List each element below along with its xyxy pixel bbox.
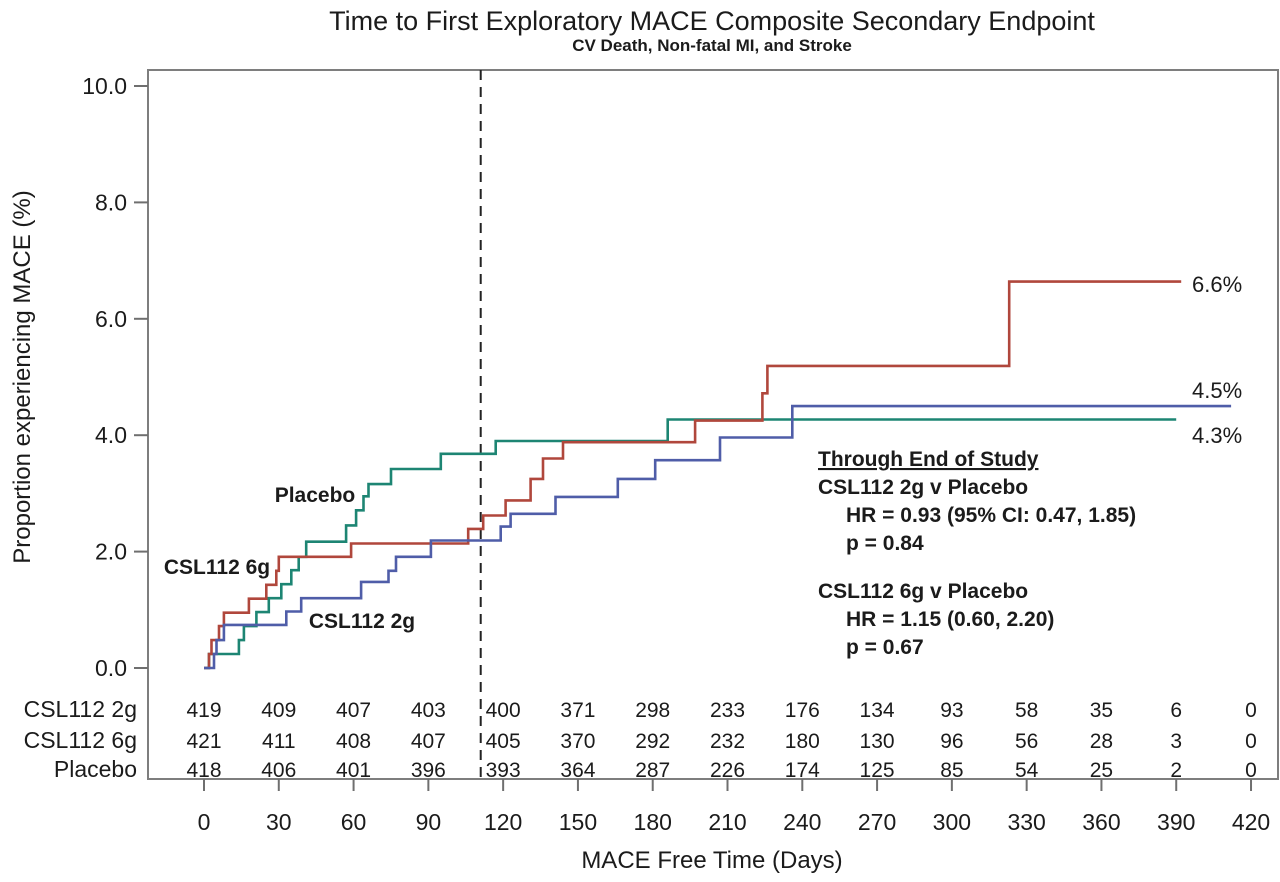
risk-count: 0 [1245, 730, 1257, 753]
y-tick-label: 6.0 [95, 306, 127, 332]
risk-count: 401 [336, 759, 371, 782]
risk-count: 85 [940, 759, 963, 782]
risk-count: 3 [1170, 730, 1182, 753]
risk-row-label: CSL112 2g [24, 696, 137, 722]
end-label-csl112-2g: 4.5% [1192, 378, 1242, 403]
series-line-csl112-2g [204, 404, 1232, 670]
y-axis-ticks: 0.0 2.0 4.0 6.0 8.0 10.0 [82, 73, 148, 681]
risk-count: 364 [560, 759, 595, 782]
curve-label-csl112-6g: CSL112 6g [164, 556, 270, 579]
chart-subtitle: CV Death, Non-fatal MI, and Stroke [572, 36, 852, 55]
x-tick-label: 0 [198, 809, 211, 835]
x-tick-label: 150 [559, 809, 597, 835]
x-tick-label: 300 [933, 809, 971, 835]
y-tick-label: 8.0 [95, 189, 127, 215]
risk-count: 96 [940, 730, 963, 753]
annotation-2g-v-placebo: CSL112 2g v Placebo [818, 476, 1028, 499]
curve-label-placebo: Placebo [275, 484, 356, 507]
risk-count: 125 [860, 759, 895, 782]
annotation-6g-pvalue: p = 0.67 [846, 636, 924, 659]
x-tick-label: 180 [634, 809, 672, 835]
risk-count: 419 [186, 699, 221, 722]
number-at-risk-table: CSL112 2g 419 409 407 403 400 371 298 233 176 134 9… [24, 696, 1257, 782]
x-tick-label: 240 [783, 809, 821, 835]
risk-count: 406 [261, 759, 296, 782]
risk-count: 298 [635, 699, 670, 722]
risk-count: 58 [1015, 699, 1038, 722]
annotation-2g-pvalue: p = 0.84 [846, 532, 924, 555]
risk-count: 418 [186, 759, 221, 782]
risk-count: 411 [262, 730, 295, 753]
chart-title: Time to First Exploratory MACE Composite… [329, 6, 1095, 36]
risk-count: 403 [411, 699, 446, 722]
y-tick-label: 4.0 [95, 422, 127, 448]
x-tick-label: 210 [708, 809, 746, 835]
risk-count: 409 [261, 699, 296, 722]
risk-count: 232 [710, 730, 745, 753]
risk-count: 130 [860, 730, 895, 753]
risk-count: 176 [785, 699, 820, 722]
x-tick-label: 390 [1157, 809, 1195, 835]
risk-count: 0 [1245, 759, 1257, 782]
x-tick-label: 90 [416, 809, 442, 835]
risk-count: 370 [560, 730, 595, 753]
x-tick-label: 270 [858, 809, 896, 835]
risk-count: 93 [940, 699, 963, 722]
risk-count: 174 [785, 759, 820, 782]
risk-count: 54 [1015, 759, 1039, 782]
end-label-placebo: 4.3% [1192, 423, 1242, 448]
annotation-6g-v-placebo: CSL112 6g v Placebo [818, 580, 1028, 603]
risk-count: 405 [486, 730, 521, 753]
risk-count: 287 [635, 759, 670, 782]
risk-count: 371 [560, 699, 595, 722]
risk-count: 2 [1170, 759, 1182, 782]
risk-count: 400 [486, 699, 521, 722]
risk-count: 396 [411, 759, 446, 782]
risk-count: 226 [710, 759, 745, 782]
x-tick-label: 420 [1232, 809, 1270, 835]
risk-count: 134 [860, 699, 895, 722]
plot-border [147, 69, 1279, 780]
x-tick-label: 330 [1007, 809, 1045, 835]
risk-count: 407 [411, 730, 446, 753]
series-line-csl112-6g [204, 280, 1182, 670]
risk-row-label: Placebo [54, 756, 137, 782]
risk-count: 28 [1090, 730, 1113, 753]
risk-count: 0 [1245, 699, 1257, 722]
x-tick-label: 360 [1082, 809, 1120, 835]
risk-count: 292 [635, 730, 670, 753]
y-axis-label: Proportion experiencing MACE (%) [9, 190, 36, 564]
risk-count: 233 [710, 699, 745, 722]
risk-count: 25 [1090, 759, 1113, 782]
x-tick-label: 120 [484, 809, 522, 835]
y-tick-label: 2.0 [95, 539, 127, 565]
y-tick-label: 0.0 [95, 655, 127, 681]
risk-count: 393 [486, 759, 521, 782]
series-line-placebo [204, 418, 1177, 670]
risk-count: 408 [336, 730, 371, 753]
curve-label-csl112-2g: CSL112 2g [309, 610, 415, 633]
risk-count: 6 [1170, 699, 1182, 722]
end-label-csl112-6g: 6.6% [1192, 272, 1242, 297]
annotation-heading: Through End of Study [818, 448, 1039, 471]
y-tick-label: 10.0 [82, 73, 127, 99]
risk-count: 56 [1015, 730, 1038, 753]
survival-curves [204, 280, 1232, 670]
x-axis-ticks: 0 30 60 90 120 150 180 210 240 270 300 330 360 390 420 [198, 779, 1270, 835]
risk-count: 35 [1090, 699, 1113, 722]
x-tick-label: 60 [341, 809, 367, 835]
annotation-2g-hr: HR = 0.93 (95% CI: 0.47, 1.85) [846, 504, 1136, 527]
risk-count: 421 [186, 730, 221, 753]
risk-row-label: CSL112 6g [24, 727, 137, 753]
annotation-6g-hr: HR = 1.15 (0.60, 2.20) [846, 608, 1054, 631]
x-axis-label: MACE Free Time (Days) [581, 847, 842, 874]
x-tick-label: 30 [266, 809, 292, 835]
risk-count: 180 [785, 730, 820, 753]
risk-count: 407 [336, 699, 371, 722]
